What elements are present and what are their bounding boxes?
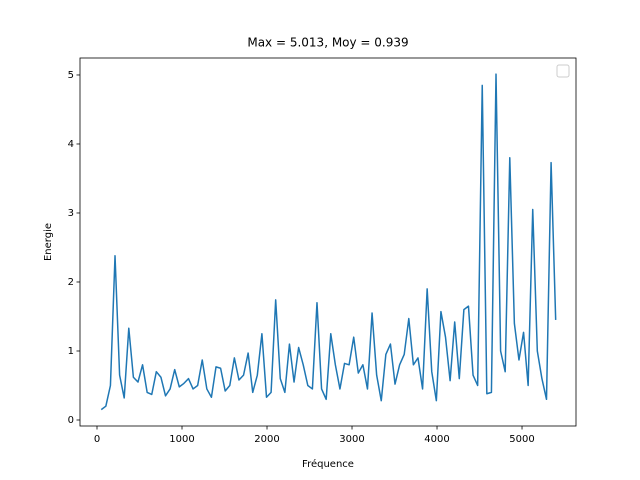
x-tick-label: 4000 — [424, 434, 449, 445]
y-tick-label: 4 — [68, 139, 74, 150]
x-axis-label: Fréquence — [302, 458, 354, 470]
y-tick-label: 5 — [68, 70, 74, 81]
x-tick-label: 3000 — [339, 434, 364, 445]
x-tick-label: 2000 — [254, 434, 279, 445]
y-tick-label: 1 — [68, 346, 74, 357]
x-tick-label: 1000 — [169, 434, 194, 445]
x-tick-label: 5000 — [509, 434, 534, 445]
y-tick-label: 2 — [68, 277, 74, 288]
y-tick-label: 0 — [68, 415, 74, 426]
plot-area — [100, 73, 557, 411]
y-axis-label: Energie — [43, 223, 54, 261]
x-tick-label: 0 — [94, 434, 100, 445]
legend-box — [556, 64, 570, 78]
y-tick-label: 3 — [68, 208, 74, 219]
data-line — [100, 73, 557, 411]
chart-title: Max = 5.013, Moy = 0.939 — [247, 36, 408, 50]
axes-frame — [79, 57, 577, 427]
